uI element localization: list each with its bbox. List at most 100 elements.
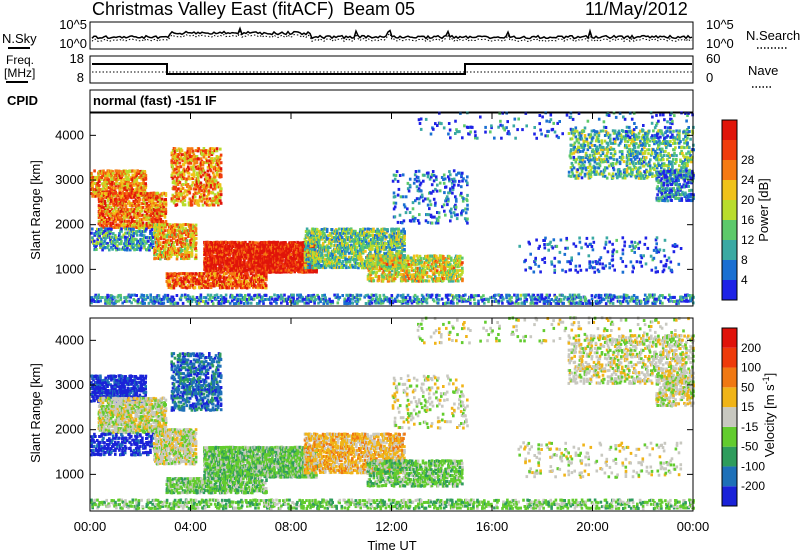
heatmap-cell (163, 215, 167, 219)
heatmap-cell (112, 232, 115, 236)
heatmap-cell (111, 241, 114, 245)
freq-panel-frame (89, 55, 694, 84)
heatmap-cell (125, 194, 129, 198)
heatmap-cell (131, 244, 134, 248)
heatmap-cell (141, 169, 145, 173)
heatmap-cell (199, 181, 203, 185)
heatmap-cell (194, 227, 198, 231)
heatmap-cell (131, 179, 135, 183)
heatmap-cell (133, 220, 137, 223)
heatmap-cell (181, 183, 185, 186)
heatmap-cell (158, 241, 162, 245)
heatmap-cell (94, 182, 97, 186)
heatmap-cell (100, 217, 104, 221)
nave-label: Nave (748, 63, 778, 78)
heatmap-cell (100, 225, 104, 229)
heatmap-cell (100, 219, 104, 223)
heatmap-cell (110, 195, 114, 199)
heatmap-cell (118, 208, 122, 211)
heatmap-cell (147, 198, 151, 202)
heatmap-cell (183, 203, 187, 207)
heatmap-cell (92, 241, 95, 245)
heatmap-cell (125, 170, 129, 173)
heatmap-cell (124, 237, 127, 241)
heatmap-cell (136, 202, 140, 205)
heatmap-cell (120, 205, 124, 209)
heatmap-cell (140, 171, 143, 175)
heatmap-cell (114, 234, 117, 238)
heatmap-cell (134, 247, 137, 251)
heatmap-cell (104, 194, 108, 198)
heatmap-cell (104, 205, 108, 209)
heatmap-cell (103, 199, 107, 203)
heatmap-cell (124, 199, 128, 203)
heatmap-cell (106, 175, 109, 179)
heatmap-cell (193, 286, 197, 289)
heatmap-cell (109, 229, 112, 233)
heatmap-cell (155, 217, 159, 221)
heatmap-cell (90, 231, 93, 235)
heatmap-cell (103, 192, 107, 196)
heatmap-cell (153, 209, 157, 213)
heatmap-cell (106, 205, 110, 209)
heatmap-cell (158, 195, 162, 199)
heatmap-cell (99, 208, 103, 211)
heatmap-cell (129, 209, 133, 213)
heatmap-cell (142, 182, 145, 185)
heatmap-cell (94, 190, 97, 194)
heatmap-cell (122, 218, 126, 221)
heatmap-cell (141, 205, 145, 209)
heatmap-cell (189, 187, 193, 191)
heatmap-cell (108, 190, 111, 194)
heatmap-cell (98, 199, 102, 203)
heatmap-cell (154, 219, 158, 223)
heatmap-cell (225, 272, 228, 276)
heatmap-cell (128, 243, 132, 247)
heatmap-cell (152, 217, 155, 221)
heatmap-cell (118, 191, 122, 195)
heatmap-cell (105, 225, 109, 229)
heatmap-cell (218, 195, 222, 199)
heatmap-cell (160, 197, 164, 201)
heatmap-cell (123, 192, 127, 196)
heatmap-cell (185, 239, 189, 243)
heatmap-cell (147, 195, 151, 199)
heatmap-cell (153, 256, 157, 260)
heatmap-cell (220, 187, 223, 191)
heatmap-cell (129, 248, 132, 252)
heatmap-cell (143, 244, 146, 248)
heatmap-cell (124, 223, 128, 227)
heatmap-cell (109, 205, 113, 209)
heatmap-cell (93, 188, 96, 192)
heatmap-cell (115, 169, 118, 173)
heatmap-cell (175, 257, 179, 261)
heatmap-cell (160, 213, 164, 217)
heatmap-cell (124, 173, 127, 177)
heatmap-cell (111, 170, 114, 174)
heatmap-cell (149, 196, 153, 200)
heatmap-cell (139, 194, 143, 198)
heatmap-cell (116, 244, 119, 248)
heatmap-cell (144, 176, 148, 180)
heatmap-cell (107, 197, 111, 201)
heatmap-cell (325, 227, 329, 231)
heatmap-cell (124, 227, 127, 231)
heatmap-cell (93, 244, 96, 248)
heatmap-cell (143, 170, 147, 173)
heatmap-cell (145, 198, 149, 202)
heatmap-cell (110, 208, 114, 212)
heatmap-cell (126, 196, 130, 200)
heatmap-cell (162, 199, 166, 203)
heatmap-cell (112, 201, 116, 205)
heatmap-cell (115, 248, 118, 252)
heatmap-cell (107, 244, 110, 248)
heatmap-cell (151, 200, 155, 204)
heatmap-cell (124, 242, 128, 245)
heatmap-cell (98, 229, 101, 233)
heatmap-cell (130, 240, 133, 244)
heatmap-cell (106, 194, 109, 198)
heatmap-cell (128, 204, 132, 207)
heatmap-cell (147, 221, 151, 225)
heatmap-cell (121, 184, 124, 188)
